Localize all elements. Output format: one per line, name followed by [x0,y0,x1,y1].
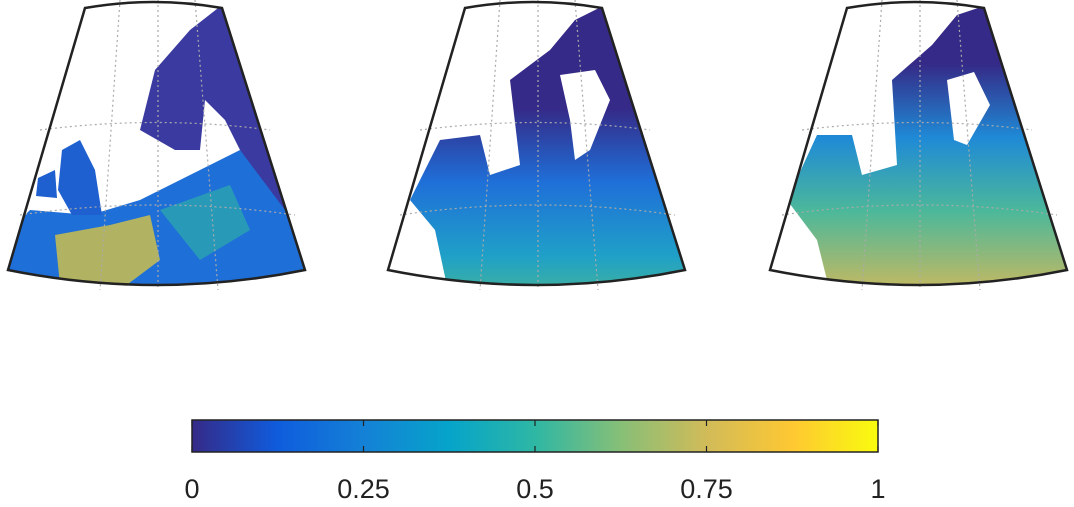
map-panel [768,0,1069,291]
colorbar: 0 0.25 0.5 0.75 1 [184,419,886,504]
map-panel [6,0,307,291]
tick-label: 0.75 [680,474,733,504]
tick-label: 0.5 [516,474,554,504]
tick-label: 1 [870,474,885,504]
tick-label: 0 [184,474,199,504]
map-panel [386,0,687,291]
tick-label: 0.25 [337,474,390,504]
